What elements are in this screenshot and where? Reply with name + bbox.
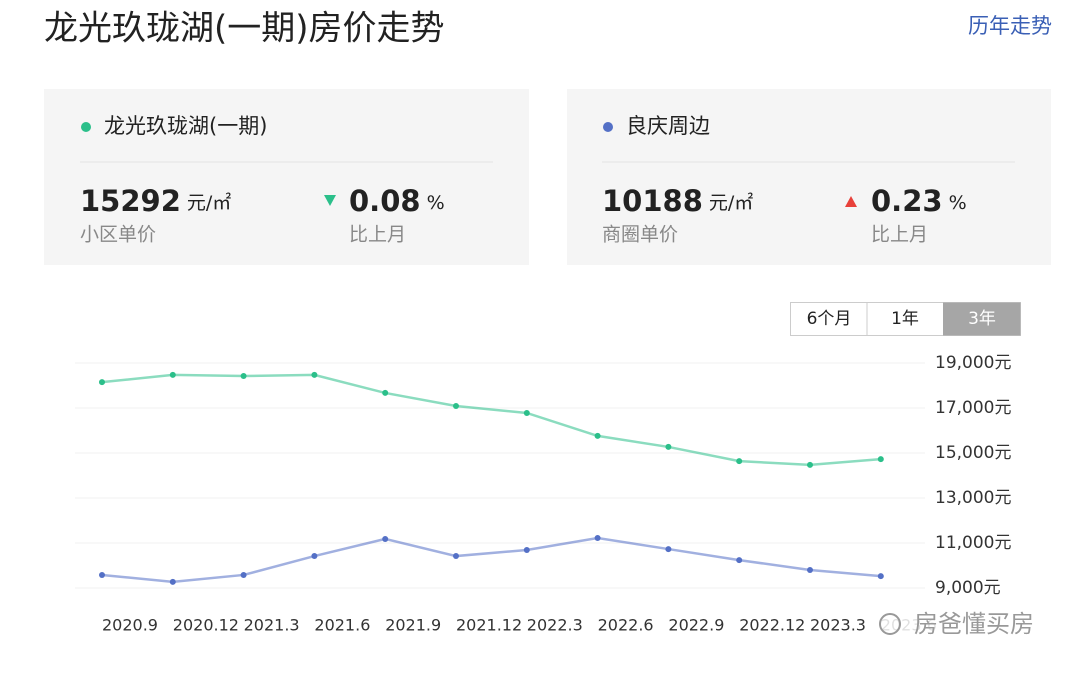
y-tick-label: 9,000元 (935, 578, 1001, 598)
price: 15292 元/㎡ (80, 184, 231, 218)
watermark-bg (872, 608, 1050, 642)
down-arrow (324, 195, 336, 206)
point (240, 373, 247, 380)
x-tick-label: 2021.6 (314, 616, 370, 635)
x-tick-label: 2021.3 (244, 616, 300, 635)
change: 0.23% (871, 184, 967, 218)
y-tick-label: 13,000元 (935, 488, 1011, 508)
tab[interactable]: 6个月 (807, 309, 852, 329)
point (523, 546, 530, 553)
point (736, 557, 743, 564)
x-tick-label: 2020.9 (102, 616, 158, 635)
point (99, 379, 105, 386)
legend-dot (81, 122, 91, 132)
tab[interactable]: 3年 (968, 309, 996, 329)
price-label: 商圈单价 (602, 224, 678, 246)
series-line (101, 536, 881, 584)
legend-dot (603, 122, 613, 132)
watermark-icon (879, 613, 901, 635)
watermark: 房爸懂买房 (872, 608, 1050, 642)
change: 0.08% (349, 184, 445, 218)
chart: 9,000元 11,000元 13,000元 15,000元 17,000元 19,000… (75, 353, 1011, 635)
y-tick-label: 17,000元 (935, 398, 1011, 418)
change-label: 比上月 (871, 224, 928, 246)
point (311, 371, 318, 378)
point (169, 371, 176, 378)
x-tick-label: 2021.9 (385, 616, 441, 635)
active-tab-bg (943, 302, 1021, 336)
price-label: 小区单价 (80, 224, 156, 246)
point (453, 553, 459, 560)
point (877, 456, 884, 463)
point (807, 567, 813, 573)
point (311, 553, 318, 560)
point (99, 571, 105, 578)
x-tick-label: 2022.12 (739, 616, 805, 635)
point (453, 402, 459, 409)
card (567, 89, 1051, 265)
card-name: 龙光玖珑湖(一期) (104, 114, 267, 138)
y-tick-label: 15,000元 (935, 443, 1011, 463)
point (523, 409, 530, 416)
x-tick-label: 2020.12 (173, 616, 239, 635)
point (240, 571, 247, 578)
point (169, 578, 176, 585)
card-name: 良庆周边 (626, 114, 710, 138)
point (665, 546, 672, 553)
point (594, 432, 601, 439)
change-label: 比上月 (349, 224, 406, 246)
point (382, 389, 389, 396)
x-tick-label: 2022.6 (598, 616, 654, 635)
x-tick-label: 2021.12 (456, 616, 522, 635)
watermark-text: 房爸懂买房 (914, 610, 1034, 638)
up-arrow (845, 196, 857, 207)
tab[interactable]: 1年 (891, 309, 919, 329)
point (877, 573, 884, 580)
page-title: 龙光玖珑湖(一期)房价走势 (44, 9, 445, 49)
y-tick-label: 11,000元 (935, 533, 1011, 553)
x-tick-label: 2022.9 (668, 616, 724, 635)
point (736, 458, 743, 465)
point (807, 461, 813, 468)
history-link[interactable]: 历年走势 (968, 14, 1052, 38)
point (382, 535, 389, 542)
card (44, 89, 529, 265)
series-line (101, 373, 881, 467)
price: 10188 元/㎡ (602, 184, 753, 218)
x-tick-label: 2022.3 (527, 616, 583, 635)
point (594, 535, 601, 542)
y-tick-label: 19,000元 (935, 353, 1011, 373)
x-tick-label: 2023.3 (810, 616, 866, 635)
point (665, 443, 672, 450)
